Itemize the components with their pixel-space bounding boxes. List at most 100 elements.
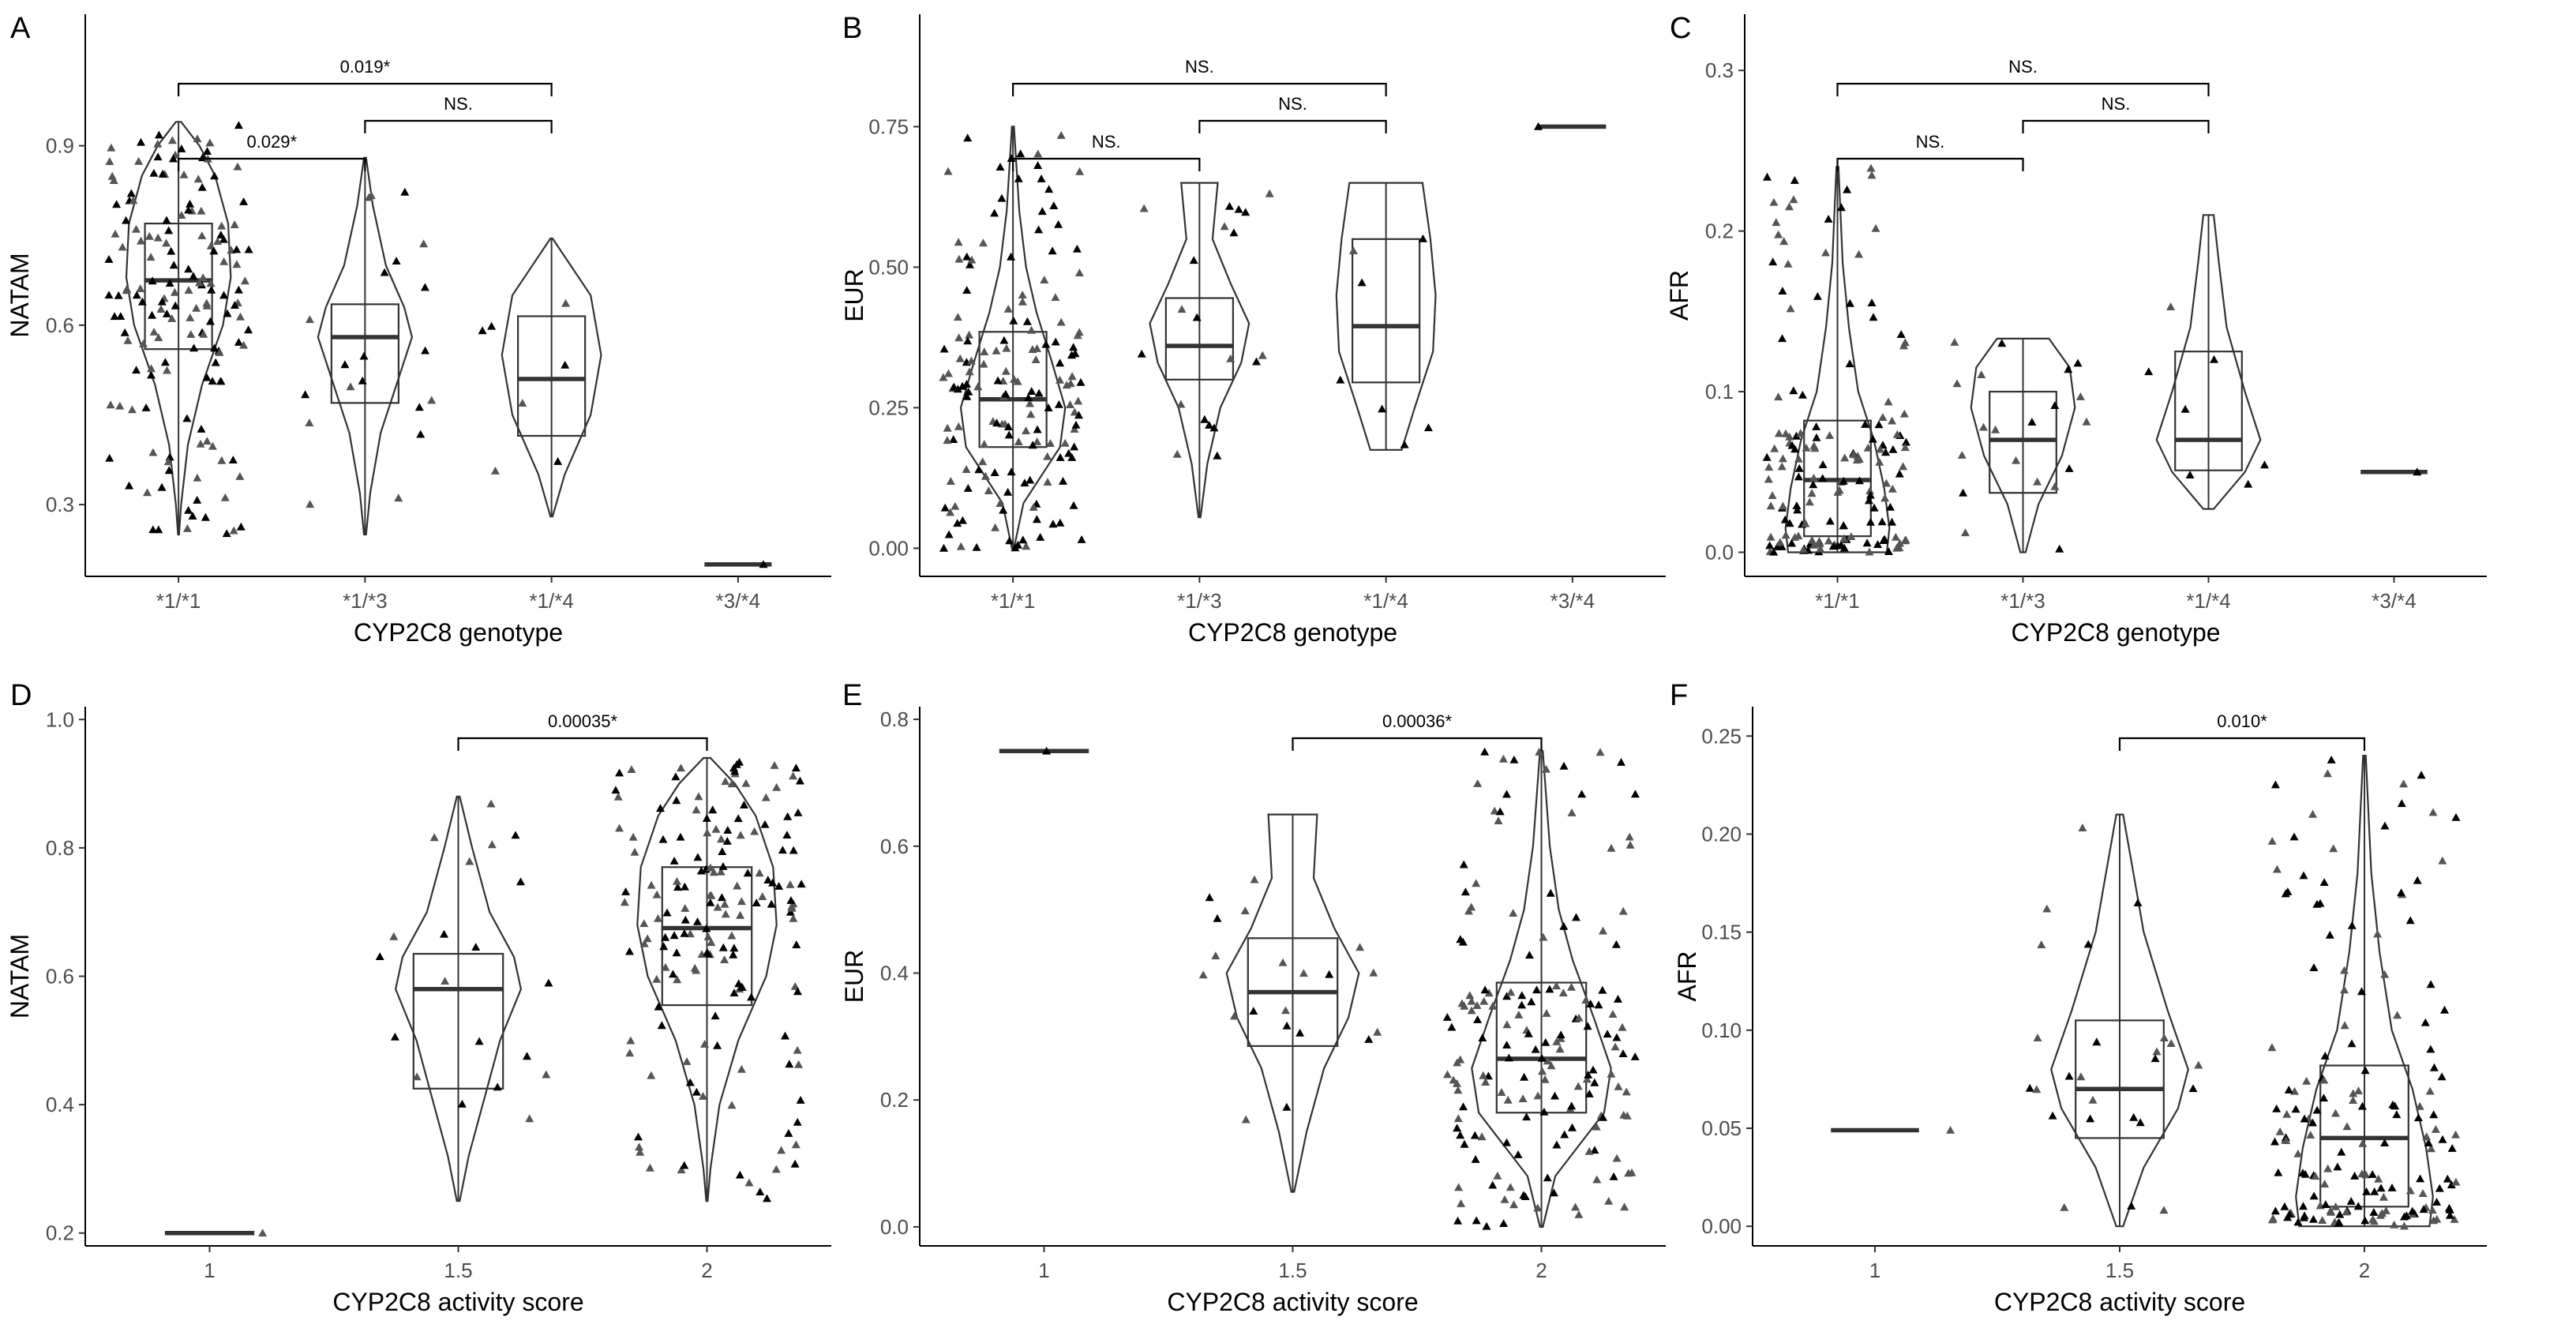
- data-point: [1498, 754, 1508, 763]
- data-point: [1950, 338, 1959, 346]
- data-point: [772, 782, 782, 791]
- data-point: [2284, 1086, 2293, 1094]
- data-point: [727, 931, 737, 940]
- data-point: [375, 952, 384, 960]
- data-point: [211, 358, 220, 366]
- data-point: [1051, 293, 1060, 302]
- data-point: [1022, 317, 1032, 325]
- data-point: [1443, 1070, 1452, 1079]
- data-point: [105, 453, 114, 462]
- y-tick-label: 0.10: [1701, 1019, 1742, 1042]
- category-1: [375, 795, 553, 1202]
- data-point: [2357, 1101, 2367, 1110]
- data-point: [1805, 497, 1814, 506]
- data-point: [743, 868, 752, 877]
- data-point: [1488, 1180, 1498, 1189]
- data-point: [1075, 167, 1085, 175]
- data-point: [996, 499, 1005, 507]
- data-point: [958, 516, 967, 524]
- data-point: [2362, 1187, 2372, 1195]
- data-point: [1499, 1219, 1509, 1227]
- data-point: [1595, 748, 1605, 756]
- data-point: [2127, 1202, 2136, 1210]
- category-0: [104, 121, 253, 538]
- data-point: [1177, 305, 1187, 313]
- data-point: [699, 1092, 707, 1100]
- data-point: [1189, 256, 1198, 264]
- data-point: [1612, 1154, 1622, 1162]
- data-point: [2419, 1205, 2428, 1214]
- data-point: [2260, 460, 2269, 469]
- data-point: [1007, 467, 1016, 476]
- data-point: [1588, 1065, 1598, 1074]
- bracket-label: 0.010*: [2217, 711, 2267, 731]
- data-point: [167, 136, 177, 144]
- data-point: [1453, 1216, 1463, 1225]
- data-point: [706, 898, 715, 906]
- violin: [1335, 182, 1437, 451]
- bracket-line: [1012, 82, 1387, 96]
- data-point: [2342, 1122, 2352, 1131]
- data-point: [1213, 451, 1222, 460]
- data-point: [544, 978, 553, 987]
- data-point: [114, 291, 123, 299]
- data-point: [1497, 1088, 1506, 1096]
- data-point: [1033, 161, 1043, 169]
- data-point: [2086, 1114, 2095, 1123]
- data-point: [953, 385, 962, 393]
- box: [1351, 238, 1421, 384]
- x-tick-label: *1/*4: [529, 589, 573, 613]
- data-point: [2427, 1144, 2435, 1153]
- data-point: [2300, 1211, 2309, 1220]
- data-point: [680, 928, 689, 937]
- x-tick-label: *1/*1: [991, 589, 1035, 613]
- data-point: [2431, 1125, 2440, 1133]
- panel-label: B: [842, 12, 862, 45]
- data-point: [2445, 1210, 2454, 1219]
- data-point: [1618, 1022, 1627, 1031]
- data-point: [216, 231, 226, 238]
- data-point: [1252, 357, 1261, 366]
- data-point: [2325, 930, 2334, 939]
- data-point: [2331, 1202, 2341, 1210]
- data-point: [2025, 1083, 2034, 1092]
- significance-bracket: NS.: [364, 94, 553, 133]
- data-point: [2320, 1052, 2330, 1060]
- data-point: [1599, 926, 1607, 935]
- data-point: [120, 328, 129, 336]
- data-point: [1077, 535, 1086, 543]
- data-point: [2076, 1072, 2086, 1081]
- significance-bracket: NS.: [2022, 94, 2210, 133]
- data-point: [1520, 1192, 1530, 1200]
- violin: [394, 795, 523, 1202]
- data-point: [783, 812, 793, 820]
- data-point: [1868, 434, 1877, 443]
- data-point: [118, 242, 127, 251]
- data-point: [999, 336, 1009, 344]
- data-point: [122, 286, 131, 294]
- data-point: [184, 264, 193, 273]
- data-point: [197, 425, 206, 433]
- data-point: [2166, 302, 2176, 310]
- y-tick-label: 0.50: [868, 255, 909, 279]
- data-point: [1456, 1131, 1465, 1139]
- panel-label: D: [10, 679, 32, 712]
- data-point: [1895, 538, 1904, 547]
- panel-b: B 0.00 0.25 0.50 0.75 *1/*1 *1/*3 *1/*4 *3/*4 CYP…: [840, 12, 1666, 647]
- data-point: [793, 808, 803, 816]
- data-point: [1583, 1022, 1592, 1030]
- bracket-line: [364, 119, 553, 133]
- data-point: [147, 364, 156, 373]
- data-point: [525, 1114, 534, 1123]
- data-point: [2380, 1139, 2390, 1146]
- data-point: [792, 940, 801, 948]
- data-point: [939, 543, 948, 552]
- data-point: [170, 287, 179, 296]
- data-point: [1839, 521, 1848, 530]
- data-point: [197, 182, 207, 191]
- data-point: [1619, 1110, 1629, 1119]
- data-point: [157, 297, 167, 306]
- data-point: [1592, 1175, 1602, 1184]
- data-point: [1139, 204, 1149, 212]
- data-point: [1066, 379, 1075, 388]
